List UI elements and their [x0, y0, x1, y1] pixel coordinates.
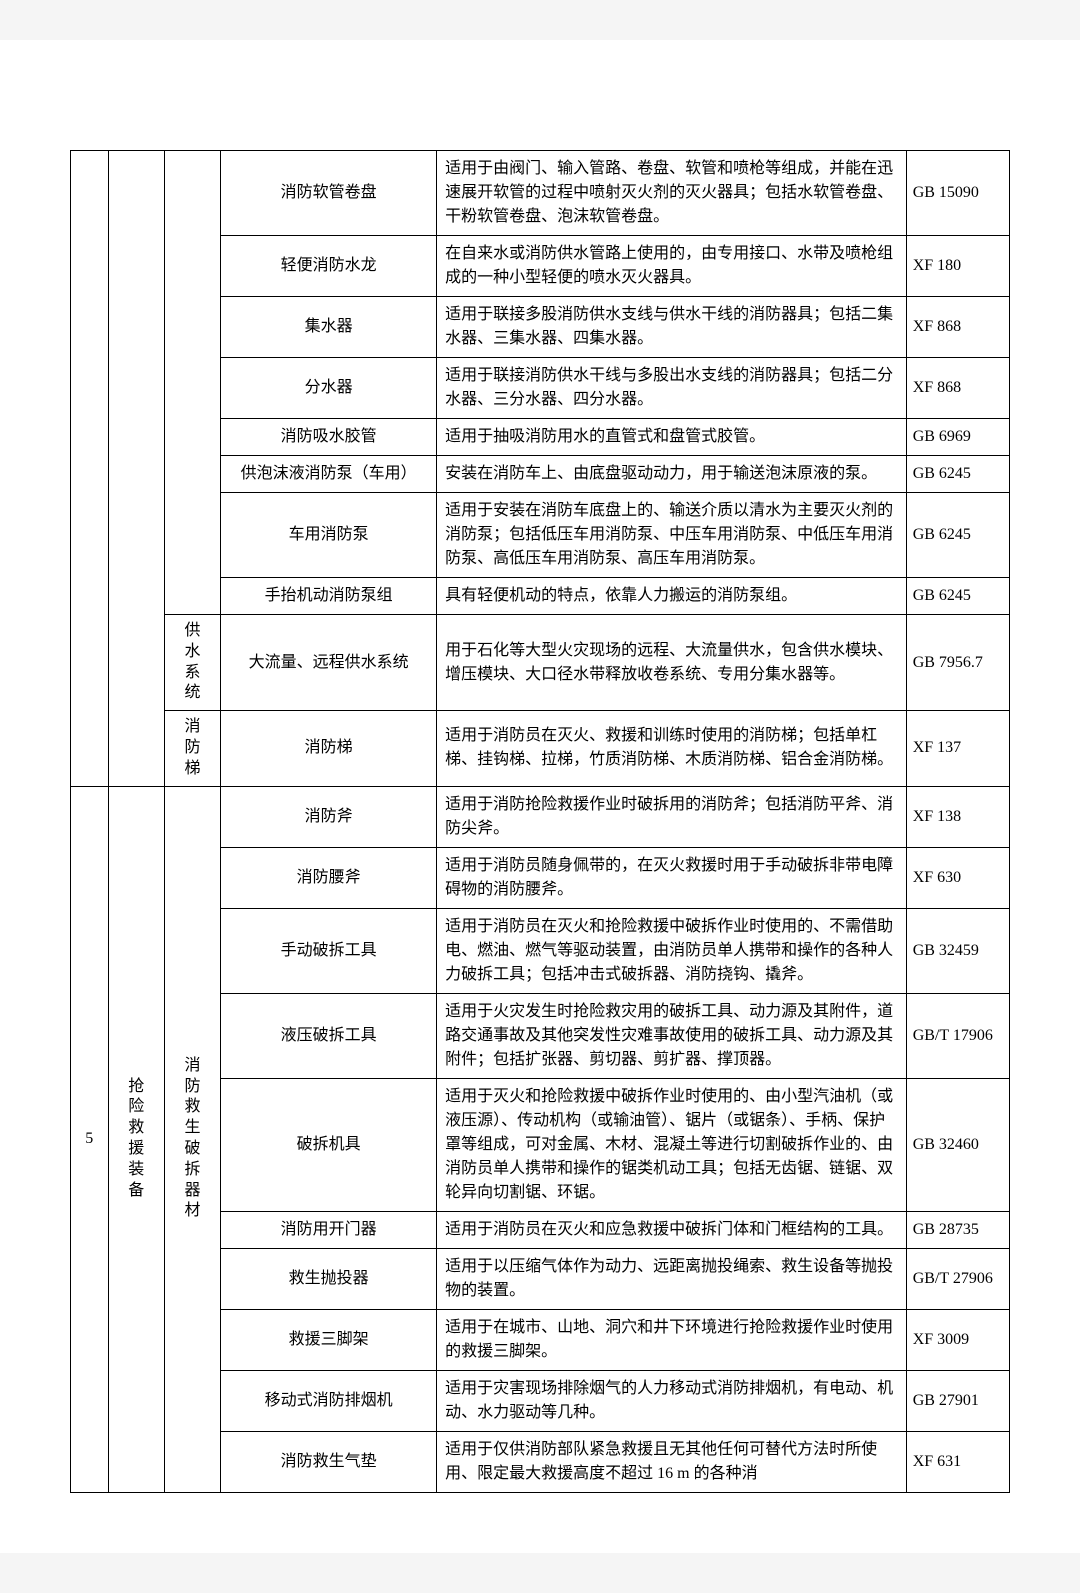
subcategory-cell: 消防梯	[164, 711, 220, 786]
item-name: 供泡沫液消防泵（车用）	[221, 456, 437, 493]
item-std: GB 6245	[906, 456, 1009, 493]
item-desc: 适用于在城市、山地、洞穴和井下环境进行抢险救援作业时使用的救援三脚架。	[437, 1309, 907, 1370]
item-name: 消防梯	[221, 711, 437, 786]
item-desc: 适用于火灾发生时抢险救灾用的破拆工具、动力源及其附件，道路交通事故及其他突发性灾…	[437, 993, 907, 1078]
item-std: XF 137	[906, 711, 1009, 786]
item-desc: 适用于灭火和抢险救援中破拆作业时使用的、由小型汽油机（或液压源）、传动机构（或输…	[437, 1078, 907, 1211]
item-std: XF 868	[906, 358, 1009, 419]
item-std: GB 6245	[906, 493, 1009, 578]
item-std: GB 27901	[906, 1370, 1009, 1431]
index-cell	[71, 151, 109, 787]
item-desc: 适用于由阀门、输入管路、卷盘、软管和喷枪等组成，并能在迅速展开软管的过程中喷射灭…	[437, 151, 907, 236]
item-std: XF 138	[906, 786, 1009, 847]
standards-table: 消防软管卷盘适用于由阀门、输入管路、卷盘、软管和喷枪等组成，并能在迅速展开软管的…	[70, 150, 1010, 1493]
table-row: 5抢险救援装备消防救生破拆器材消防斧适用于消防抢险救援作业时破拆用的消防斧；包括…	[71, 786, 1010, 847]
item-std: XF 180	[906, 236, 1009, 297]
item-std: GB 6245	[906, 578, 1009, 615]
item-desc: 适用于消防员在灭火和抢险救援中破拆作业时使用的、不需借助电、燃油、燃气等驱动装置…	[437, 908, 907, 993]
item-std: XF 631	[906, 1431, 1009, 1492]
category-cell: 抢险救援装备	[108, 786, 164, 1492]
item-desc: 适用于以压缩气体作为动力、远距离抛投绳索、救生设备等抛投物的装置。	[437, 1248, 907, 1309]
index-cell: 5	[71, 786, 109, 1492]
table-row: 消防软管卷盘适用于由阀门、输入管路、卷盘、软管和喷枪等组成，并能在迅速展开软管的…	[71, 151, 1010, 236]
item-std: GB 6969	[906, 419, 1009, 456]
item-name: 轻便消防水龙	[221, 236, 437, 297]
item-name: 手抬机动消防泵组	[221, 578, 437, 615]
item-desc: 适用于消防抢险救援作业时破拆用的消防斧；包括消防平斧、消防尖斧。	[437, 786, 907, 847]
item-std: XF 3009	[906, 1309, 1009, 1370]
item-std: GB 32459	[906, 908, 1009, 993]
item-std: GB 28735	[906, 1211, 1009, 1248]
item-desc: 在自来水或消防供水管路上使用的，由专用接口、水带及喷枪组成的一种小型轻便的喷水灭…	[437, 236, 907, 297]
item-desc: 适用于灾害现场排除烟气的人力移动式消防排烟机，有电动、机动、水力驱动等几种。	[437, 1370, 907, 1431]
subcategory-cell	[164, 151, 220, 615]
item-name: 手动破拆工具	[221, 908, 437, 993]
item-std: XF 868	[906, 297, 1009, 358]
item-desc: 适用于消防员在灭火和应急救援中破拆门体和门框结构的工具。	[437, 1211, 907, 1248]
item-desc: 用于石化等大型火灾现场的远程、大流量供水，包含供水模块、增压模块、大口径水带释放…	[437, 615, 907, 711]
item-std: XF 630	[906, 847, 1009, 908]
item-name: 液压破拆工具	[221, 993, 437, 1078]
item-name: 消防软管卷盘	[221, 151, 437, 236]
item-name: 移动式消防排烟机	[221, 1370, 437, 1431]
item-std: GB 32460	[906, 1078, 1009, 1211]
item-std: GB 15090	[906, 151, 1009, 236]
item-std: GB 7956.7	[906, 615, 1009, 711]
category-cell	[108, 151, 164, 787]
item-name: 集水器	[221, 297, 437, 358]
item-desc: 适用于抽吸消防用水的直管式和盘管式胶管。	[437, 419, 907, 456]
item-desc: 适用于仅供消防部队紧急救援且无其他任何可替代方法时所使用、限定最大救援高度不超过…	[437, 1431, 907, 1492]
item-name: 消防斧	[221, 786, 437, 847]
item-name: 分水器	[221, 358, 437, 419]
item-desc: 适用于消防员在灭火、救援和训练时使用的消防梯；包括单杠梯、挂钩梯、拉梯，竹质消防…	[437, 711, 907, 786]
item-name: 救援三脚架	[221, 1309, 437, 1370]
item-desc: 适用于安装在消防车底盘上的、输送介质以清水为主要灭火剂的消防泵；包括低压车用消防…	[437, 493, 907, 578]
item-name: 车用消防泵	[221, 493, 437, 578]
item-name: 大流量、远程供水系统	[221, 615, 437, 711]
item-name: 消防腰斧	[221, 847, 437, 908]
item-desc: 适用于联接多股消防供水支线与供水干线的消防器具；包括二集水器、三集水器、四集水器…	[437, 297, 907, 358]
subcategory-cell: 供水系统	[164, 615, 220, 711]
item-desc: 适用于联接消防供水干线与多股出水支线的消防器具；包括二分水器、三分水器、四分水器…	[437, 358, 907, 419]
item-desc: 安装在消防车上、由底盘驱动动力，用于输送泡沫原液的泵。	[437, 456, 907, 493]
item-name: 消防救生气垫	[221, 1431, 437, 1492]
item-name: 消防吸水胶管	[221, 419, 437, 456]
table-row: 消防梯消防梯适用于消防员在灭火、救援和训练时使用的消防梯；包括单杠梯、挂钩梯、拉…	[71, 711, 1010, 786]
item-name: 消防用开门器	[221, 1211, 437, 1248]
subcategory-cell: 消防救生破拆器材	[164, 786, 220, 1492]
item-std: GB/T 27906	[906, 1248, 1009, 1309]
item-desc: 具有轻便机动的特点，依靠人力搬运的消防泵组。	[437, 578, 907, 615]
item-desc: 适用于消防员随身佩带的，在灭火救援时用于手动破拆非带电障碍物的消防腰斧。	[437, 847, 907, 908]
item-name: 破拆机具	[221, 1078, 437, 1211]
table-row: 供水系统大流量、远程供水系统用于石化等大型火灾现场的远程、大流量供水，包含供水模…	[71, 615, 1010, 711]
document-page: 消防软管卷盘适用于由阀门、输入管路、卷盘、软管和喷枪等组成，并能在迅速展开软管的…	[0, 40, 1080, 1553]
item-name: 救生抛投器	[221, 1248, 437, 1309]
item-std: GB/T 17906	[906, 993, 1009, 1078]
